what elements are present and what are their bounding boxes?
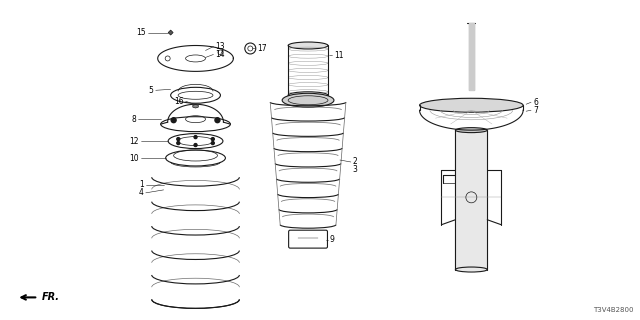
Text: 6: 6 bbox=[533, 98, 538, 107]
Polygon shape bbox=[168, 30, 173, 35]
Circle shape bbox=[211, 141, 214, 145]
Circle shape bbox=[177, 141, 180, 145]
Text: 14: 14 bbox=[216, 50, 225, 59]
Text: 11: 11 bbox=[334, 51, 344, 60]
Text: 9: 9 bbox=[330, 235, 335, 244]
Text: 10: 10 bbox=[129, 154, 139, 163]
Ellipse shape bbox=[456, 128, 487, 132]
Ellipse shape bbox=[282, 93, 334, 107]
Circle shape bbox=[177, 138, 180, 140]
Text: 15: 15 bbox=[136, 28, 146, 37]
Text: 1: 1 bbox=[139, 180, 144, 189]
Text: FR.: FR. bbox=[42, 292, 60, 302]
Circle shape bbox=[215, 118, 220, 123]
Text: 12: 12 bbox=[129, 137, 139, 146]
Text: 4: 4 bbox=[139, 188, 144, 197]
Polygon shape bbox=[456, 130, 487, 269]
Text: 2: 2 bbox=[353, 157, 358, 166]
Text: 17: 17 bbox=[257, 44, 267, 53]
Text: T3V4B2800: T3V4B2800 bbox=[593, 307, 634, 313]
Polygon shape bbox=[193, 104, 198, 108]
Text: 13: 13 bbox=[216, 42, 225, 51]
Circle shape bbox=[211, 138, 214, 140]
Circle shape bbox=[171, 118, 176, 123]
Polygon shape bbox=[469, 23, 474, 90]
Circle shape bbox=[194, 136, 197, 139]
Ellipse shape bbox=[288, 42, 328, 49]
Text: 7: 7 bbox=[533, 106, 538, 115]
Text: 16: 16 bbox=[174, 97, 184, 106]
Text: 8: 8 bbox=[131, 115, 136, 124]
Text: 3: 3 bbox=[353, 165, 358, 174]
Text: 5: 5 bbox=[149, 86, 154, 95]
Ellipse shape bbox=[420, 98, 523, 112]
Circle shape bbox=[194, 144, 197, 147]
